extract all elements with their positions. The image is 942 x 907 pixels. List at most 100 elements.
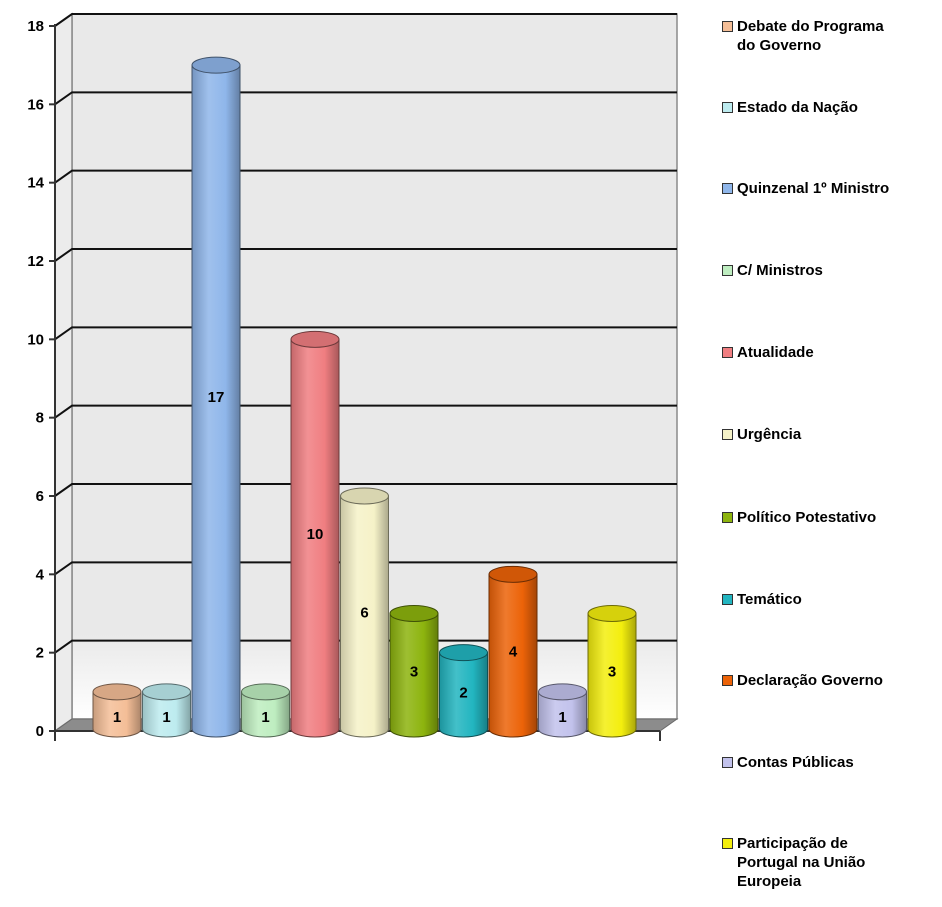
bar-body [587,613,637,738]
bar [191,56,241,738]
bar-top [538,683,587,701]
legend-swatch [722,183,733,194]
bar-body [142,691,191,738]
gridline [54,561,677,576]
legend-swatch [722,347,733,358]
legend-item: Declaração Governo [722,671,937,690]
y-tick-label: 14 [27,175,44,192]
data-label: 1 [558,709,566,726]
bar-top [191,56,241,74]
gridline [54,91,677,106]
data-label: 17 [208,389,225,406]
data-label: 1 [113,709,121,726]
legend-item: Contas Públicas [722,753,937,772]
legend-label: Quinzenal 1º Ministro [737,180,890,197]
bar-body [439,652,488,738]
legend: Debate do Programa do Governo Estado da N… [722,0,942,907]
bar [92,683,142,738]
y-tick-label: 10 [27,331,44,348]
data-label: 3 [410,663,418,680]
bar [587,605,637,738]
bar-body [241,691,290,738]
legend-item: Debate do Programa do Governo [722,17,887,55]
bar [488,565,538,738]
legend-swatch [722,429,733,440]
data-label: 2 [459,685,467,702]
y-tick-label: 0 [36,723,44,740]
legend-label: Político Potestativo [737,509,877,526]
bar [241,683,290,738]
y-axis-tick-labels: 0 2 4 6 8 10 12 14 16 18 [27,18,44,740]
gridline [54,404,677,419]
side-wall [54,12,73,733]
data-label: 1 [162,709,170,726]
bar-top [241,683,290,701]
legend-swatch [722,265,733,276]
y-tick-label: 8 [36,410,44,427]
data-label: 3 [608,663,616,680]
bar-top [439,644,488,662]
y-tick-label: 4 [36,566,45,583]
bar-top [290,330,340,348]
bar-top [142,683,191,701]
legend-label: Temático [737,591,802,608]
bar-chart: 0 2 4 6 8 10 12 14 16 18 1 1 17 1 10 6 3 2 4 1 3 [27,12,679,741]
legend-label: Declaração Governo [737,672,883,689]
bar-top [340,487,389,505]
legend-item: Quinzenal 1º Ministro [722,179,937,198]
bar-body [538,691,587,738]
legend-item: Político Potestativo [722,508,937,527]
y-tick-label: 6 [36,488,44,505]
bar-top [389,605,439,622]
y-tick-label: 12 [27,253,44,270]
gridline [54,13,677,27]
data-labels: 1 1 17 1 10 6 3 2 4 1 3 [113,389,616,726]
legend-item: Estado da Nação [722,98,937,117]
legend-label: Urgência [737,426,802,443]
y-tick-label: 16 [27,96,44,113]
bar-top [587,605,637,622]
legend-swatch [722,21,733,32]
gridlines [54,13,677,654]
data-label: 10 [307,526,324,543]
gridline [54,248,677,262]
data-label: 1 [261,709,269,726]
legend-label: Contas Públicas [737,754,854,771]
legend-swatch [722,512,733,523]
bar-body [340,495,389,738]
bar-body [290,338,340,738]
bar [439,644,488,738]
bar [142,683,191,738]
data-label: 4 [509,644,518,661]
bars [92,56,637,738]
bar [538,683,587,738]
bar [290,330,340,738]
bar-top [488,565,538,583]
y-tick-label: 18 [27,18,44,35]
legend-label: Debate do Programa do Governo [737,18,884,54]
bar [389,605,439,738]
legend-swatch [722,757,733,768]
bar-body [191,64,241,738]
bar-body [92,691,142,738]
legend-item: C/ Ministros [722,261,937,280]
legend-swatch [722,594,733,605]
legend-label: Atualidade [737,344,814,361]
legend-label: C/ Ministros [737,262,823,279]
bar-body [488,573,538,738]
data-label: 6 [360,605,368,622]
gridline [54,639,677,654]
legend-label: Participação de Portugal na União Europe… [737,835,866,890]
gridline [54,483,677,497]
y-tick-label: 2 [36,645,44,662]
legend-label: Estado da Nação [737,99,858,116]
gridline [54,326,677,341]
legend-item: Urgência [722,425,937,444]
legend-item: Atualidade [722,343,937,362]
legend-swatch [722,675,733,686]
legend-swatch [722,838,733,849]
legend-item: Participação de Portugal na União Europe… [722,834,887,891]
gridline [54,169,677,184]
legend-swatch [722,102,733,113]
bar [340,487,389,738]
